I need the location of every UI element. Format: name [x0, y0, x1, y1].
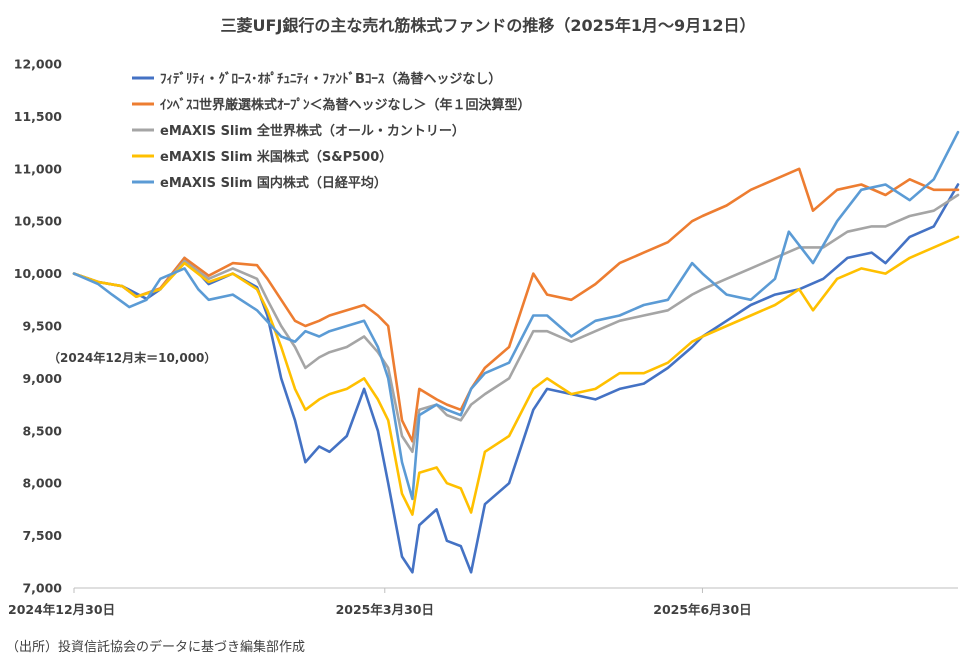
- y-tick-label: 11,500: [14, 109, 63, 124]
- y-tick-label: 8,000: [22, 476, 62, 491]
- x-tick-label: 2025年6月30日: [653, 602, 751, 617]
- source-note: （出所）投資信託協会のデータに基づき編集部作成: [6, 640, 306, 655]
- legend-label-1: ﾌｨﾃﾞﾘﾃｨ・ｸﾞﾛｰｽ･ｵﾎﾟﾁｭﾆﾃｨ・ﾌｧﾝﾄﾞBｺｰｽ（為替ヘッジなし…: [160, 71, 501, 87]
- series-line-1: [72, 183, 960, 574]
- axes: 7,000 7,500 8,000 8,500 9,000 9,500 10,000 10,5…: [8, 57, 958, 617]
- baseline-annotation: （2024年12月末＝10,000）: [48, 350, 216, 365]
- y-tick-label: 10,500: [14, 214, 63, 229]
- series-line-4: [72, 235, 960, 516]
- y-tick-label: 9,000: [22, 371, 62, 386]
- legend: ﾌｨﾃﾞﾘﾃｨ・ｸﾞﾛｰｽ･ｵﾎﾟﾁｭﾆﾃｨ・ﾌｧﾝﾄﾞBｺｰｽ（為替ヘッジなし…: [132, 71, 531, 191]
- y-tick-label: 12,000: [14, 57, 63, 72]
- legend-label-4: eMAXIS Slim 米国株式（S&P500）: [160, 149, 392, 165]
- series-line-5: [72, 130, 960, 501]
- x-tick-label: 2025年3月30日: [336, 602, 434, 617]
- chart-title: 三菱UFJ銀行の主な売れ筋株式ファンドの推移（2025年1月～9月12日）: [220, 16, 756, 35]
- legend-label-3: eMAXIS Slim 全世界株式（オール・カントリー）: [160, 123, 465, 139]
- y-tick-label: 8,500: [22, 423, 62, 438]
- x-tick-label: 2024年12月30日: [8, 602, 115, 617]
- y-tick-label: 7,500: [22, 528, 62, 543]
- y-tick-label: 9,500: [22, 319, 62, 334]
- series-line-3: [72, 193, 960, 454]
- series-layer: [72, 130, 960, 574]
- legend-label-2: ｲﾝﾍﾞｽｺ世界厳選株式ｵｰﾌﾟﾝ＜為替ヘッジなし＞（年１回決算型）: [160, 97, 531, 113]
- legend-label-5: eMAXIS Slim 国内株式（日経平均）: [160, 175, 387, 191]
- y-tick-label: 7,000: [22, 581, 62, 596]
- y-tick-label: 10,000: [14, 266, 63, 281]
- series-line-2: [72, 167, 960, 443]
- y-tick-label: 11,000: [14, 161, 63, 176]
